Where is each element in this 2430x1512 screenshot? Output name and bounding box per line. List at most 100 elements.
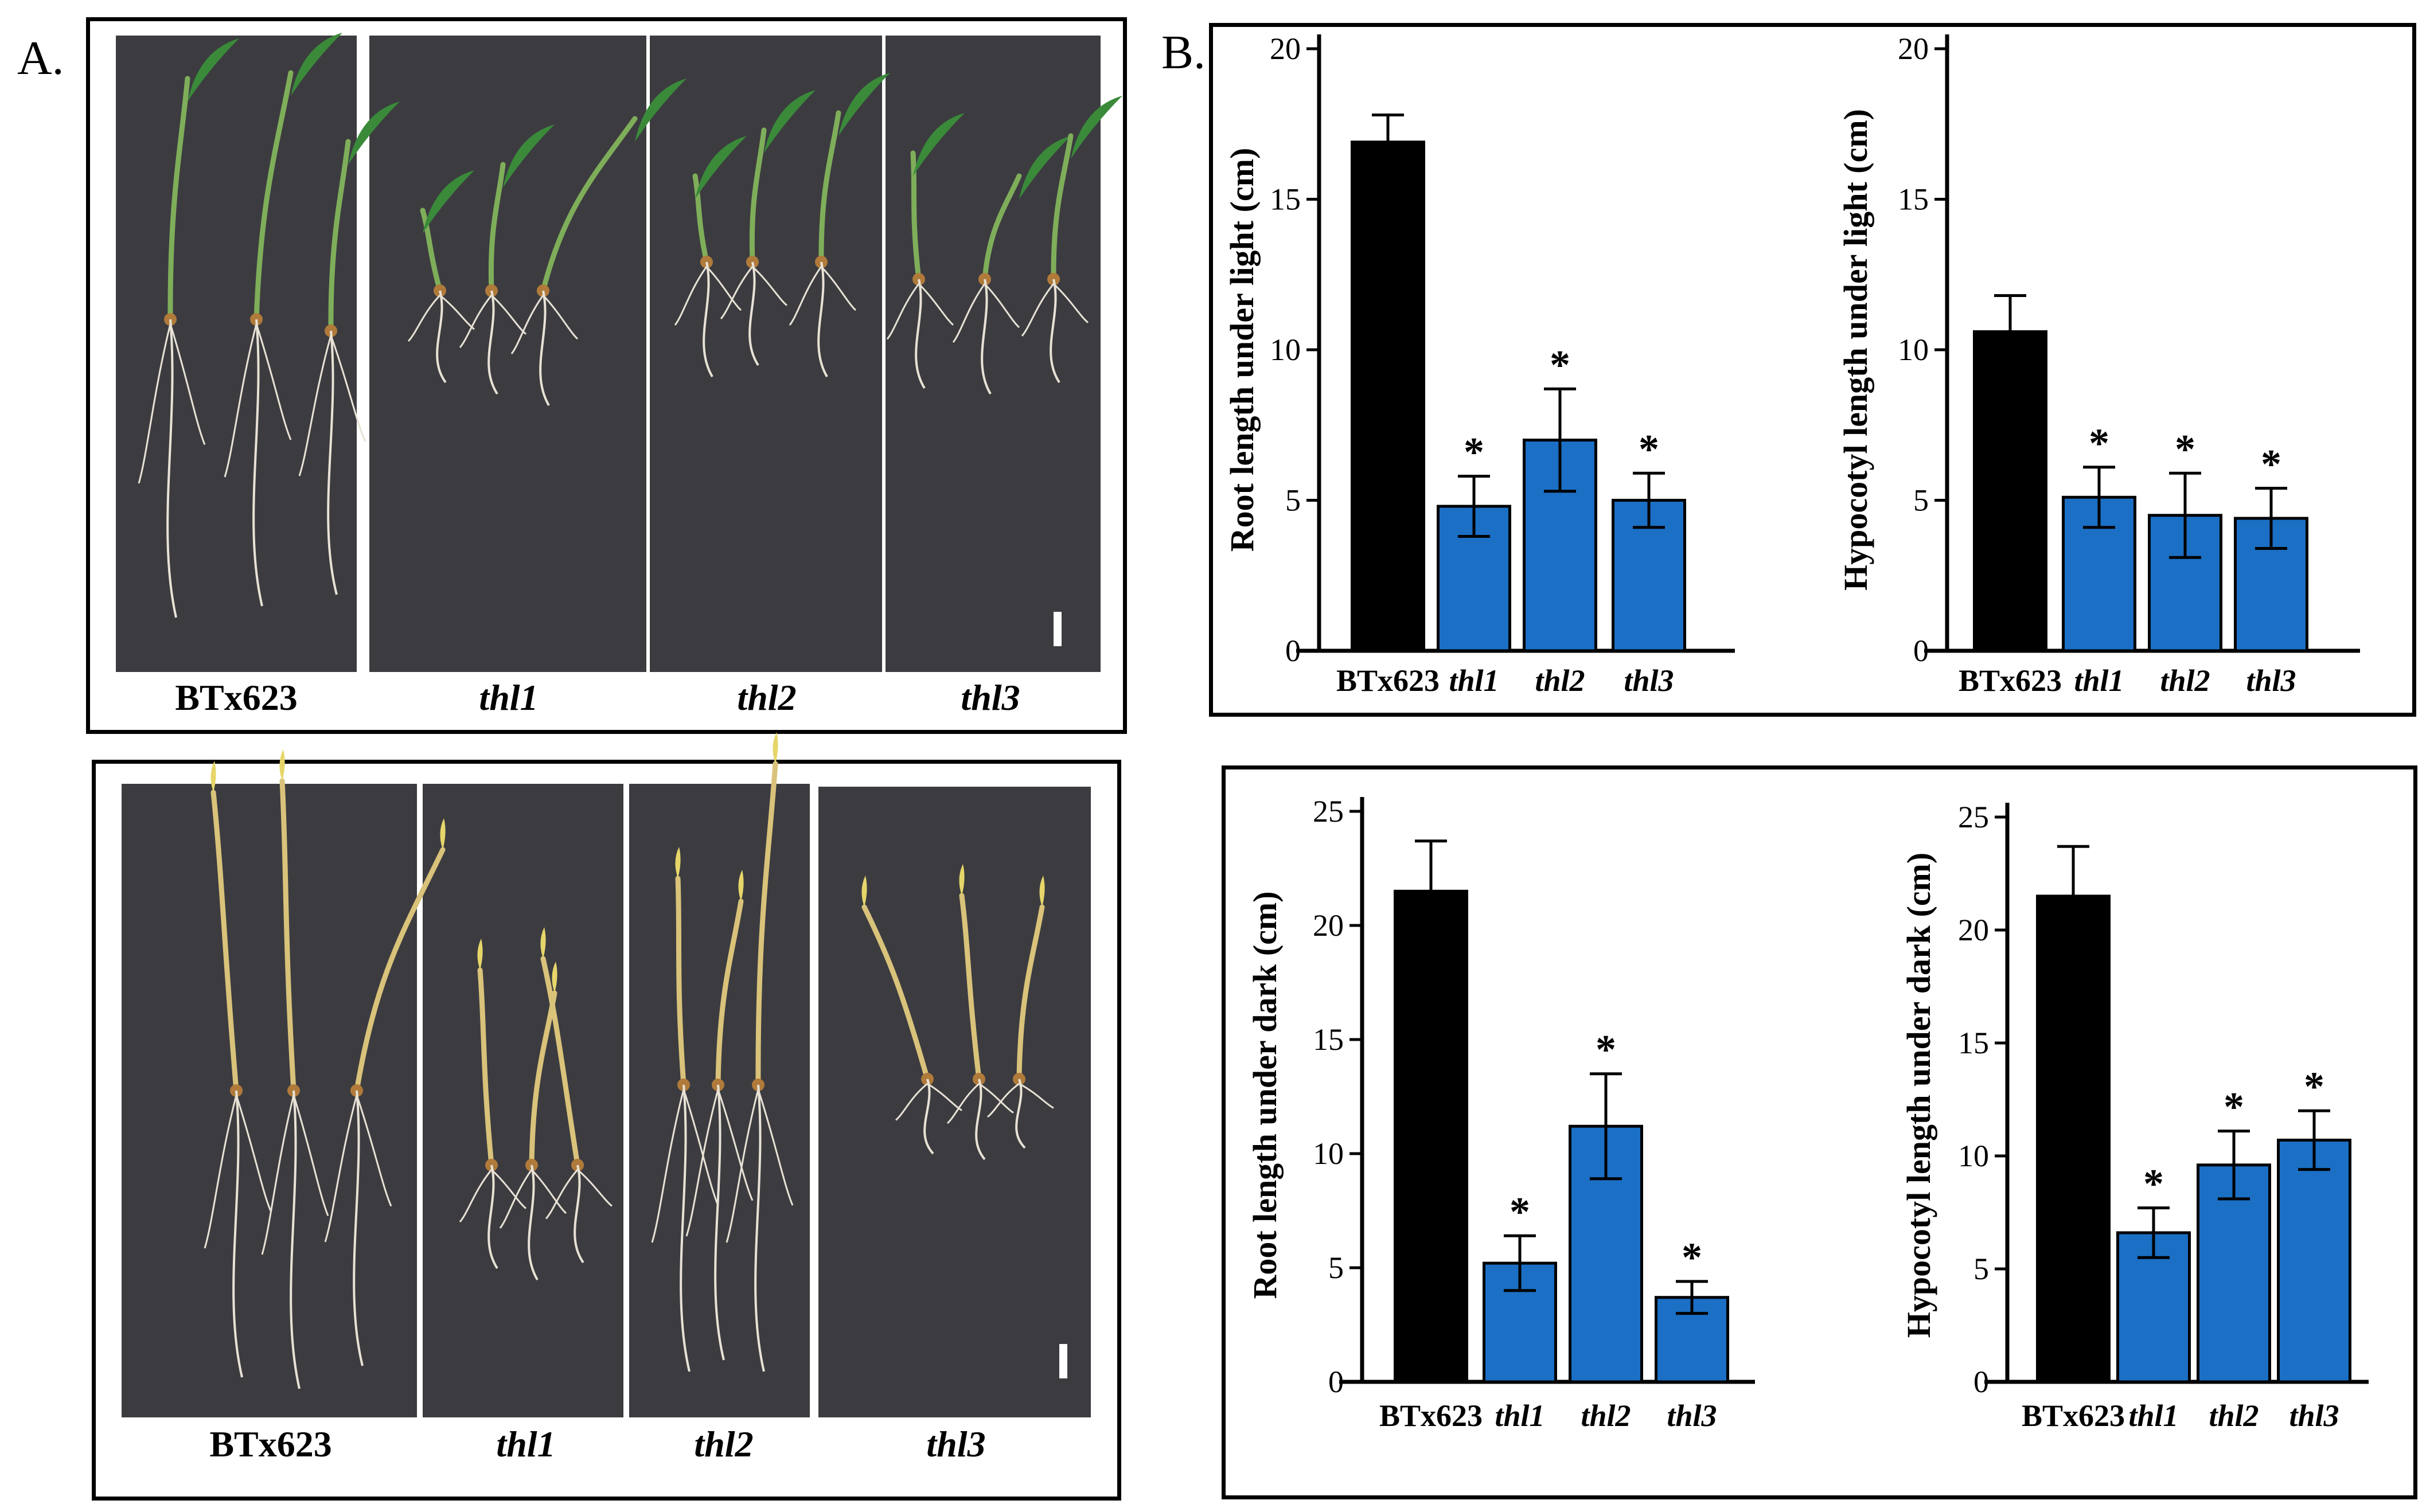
seedling-btx623-light <box>298 101 400 595</box>
seedling-thl2-light <box>789 73 890 378</box>
y-tick-label: 20 <box>1898 32 1929 66</box>
bar-thl2 <box>1523 439 1597 653</box>
y-tick-label: 25 <box>1958 800 1989 834</box>
seedling-root-lateral <box>510 295 544 354</box>
significance-mark: * <box>1550 342 1570 388</box>
label-btx623-dark: BTx623 <box>209 1424 332 1464</box>
significance-mark: * <box>1510 1189 1530 1234</box>
y-tick-label: 15 <box>1313 1022 1344 1057</box>
seedling-thl2-dark <box>651 847 719 1372</box>
category-label: thl2 <box>2160 663 2210 698</box>
seedling-root-lateral <box>987 1083 1020 1118</box>
seedling-stem <box>420 208 443 294</box>
seedling-root-lateral <box>789 266 822 326</box>
y-tick-label: 10 <box>1270 333 1301 367</box>
seedling-root-lateral <box>459 295 493 348</box>
seedling-root <box>817 261 828 378</box>
seedling-root-lateral <box>138 323 171 484</box>
seedling-stem <box>167 76 190 322</box>
seedling-stem <box>279 778 297 1093</box>
chart-2: 0 5 10 15 20 Hypocotyl length under light (cm… <box>1837 32 2360 698</box>
y-tick-label: 20 <box>1313 908 1344 943</box>
seedling-thl1-dark <box>459 939 526 1269</box>
seedling-root-lateral <box>356 1095 392 1207</box>
seedling-thl3-light <box>952 136 1071 395</box>
seedling-root-lateral <box>952 283 986 343</box>
seedling-photo-thl1-dark <box>423 784 623 1417</box>
bar-BTx623 <box>1973 330 2047 653</box>
significance-mark: * <box>2143 1161 2164 1207</box>
seedling-root-lateral <box>459 1169 493 1222</box>
seedling-btx623-light <box>138 38 239 618</box>
chart-1: 0 5 10 15 20 Root length under light (cm) BTx6… <box>1223 32 1735 698</box>
seedling-leaf <box>675 847 681 878</box>
seedling-leaf <box>440 818 446 850</box>
label-thl1-light: thl1 <box>479 677 539 718</box>
seedling-stem <box>529 990 557 1168</box>
seedling-root-lateral <box>918 283 954 326</box>
bar-thl3 <box>2277 1138 2351 1384</box>
y-tick-label: 0 <box>1285 634 1301 668</box>
seedling-root <box>923 1079 934 1155</box>
seedling-root-lateral <box>674 266 708 326</box>
seedling-stem <box>253 70 294 322</box>
seedling-root-lateral <box>1052 283 1089 323</box>
seedling-root <box>981 279 992 395</box>
seedling-root-lateral <box>255 323 292 440</box>
seedling-stem <box>692 173 709 265</box>
seedling-stem <box>1051 133 1074 282</box>
seedling-root <box>915 279 926 389</box>
seedling-root-lateral <box>490 1169 526 1209</box>
seedling-stem <box>755 761 778 1088</box>
seedling-root-lateral <box>204 1095 237 1249</box>
seedling-stem <box>354 847 446 1093</box>
scale-bar-light <box>1054 612 1062 646</box>
seedling-root-lateral <box>978 1083 1014 1114</box>
seedling-root-lateral <box>946 1083 980 1124</box>
seedling-root <box>754 1084 765 1372</box>
seedling-root <box>748 261 759 366</box>
seedling-root-lateral <box>545 1169 579 1220</box>
seedling-thl3-light <box>886 113 965 389</box>
y-tick-label: 0 <box>1913 634 1929 668</box>
seedling-root <box>1015 1079 1026 1149</box>
bar-BTx623 <box>1394 889 1468 1384</box>
seedling-root-lateral <box>895 1083 928 1121</box>
bar-BTx623 <box>1351 140 1425 653</box>
bar-thl2 <box>1569 1124 1643 1384</box>
seedling-stem <box>488 162 506 294</box>
y-axis-title: Hypocotyl length under dark (cm) <box>1900 853 1937 1338</box>
seedling-photo-btx623-light <box>116 36 357 672</box>
category-label: thl1 <box>2128 1398 2178 1433</box>
y-tick-label: 5 <box>1913 483 1929 518</box>
seedling-leaf <box>738 870 744 901</box>
category-label: BTx623 <box>1379 1398 1483 1433</box>
label-thl2-dark: thl2 <box>694 1424 754 1464</box>
seedling-root-lateral <box>224 323 258 478</box>
significance-mark: * <box>1639 426 1659 472</box>
seedling-thl3-dark <box>861 876 962 1155</box>
seedling-root-lateral <box>531 1169 567 1214</box>
seedling-root <box>327 330 338 595</box>
scale-bar-dark <box>1059 1344 1067 1378</box>
seedling-root-lateral <box>886 283 920 340</box>
seedling-root <box>574 1165 584 1264</box>
seedling-root-lateral <box>927 1083 962 1111</box>
seedling-photo-thl1-light <box>369 36 646 672</box>
seedling-stem <box>749 127 767 265</box>
seedling-thl2-light <box>674 136 747 378</box>
y-axis-title: Hypocotyl length under light (cm) <box>1837 109 1874 591</box>
seedling-btx623-dark <box>204 761 272 1378</box>
bar-BTx623 <box>2036 894 2111 1384</box>
seedling-root <box>290 1090 301 1389</box>
seedling-stem <box>959 893 982 1082</box>
seedling-root-lateral <box>685 1089 719 1237</box>
seedling-leaf <box>552 962 557 993</box>
seedling-btx623-light <box>224 33 342 607</box>
category-label: thl1 <box>1449 663 1499 698</box>
label-btx623-light: BTx623 <box>175 677 298 718</box>
seedling-leaf <box>959 864 965 896</box>
seedling-photo-btx623-dark <box>122 784 417 1417</box>
y-tick-label: 10 <box>1898 333 1929 367</box>
seedling-root-lateral <box>292 1095 329 1216</box>
